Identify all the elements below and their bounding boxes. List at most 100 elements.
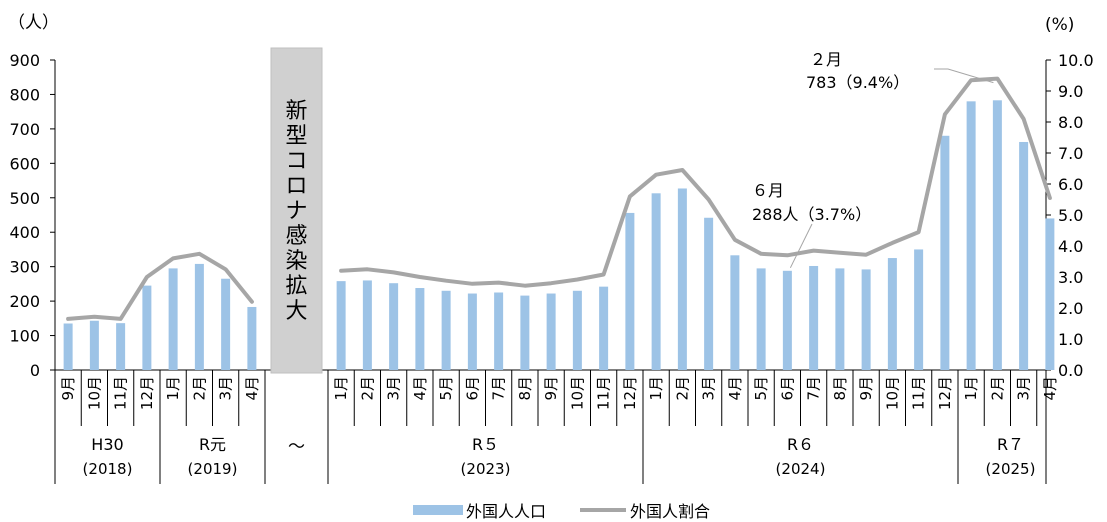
month-label: 9月 bbox=[59, 376, 77, 401]
month-label: 8月 bbox=[831, 376, 849, 401]
year-label: (2024) bbox=[776, 460, 826, 478]
population-bar bbox=[992, 100, 1002, 371]
month-label: 3月 bbox=[217, 376, 235, 401]
month-label: 1月 bbox=[164, 376, 182, 401]
left-tick-label: 0 bbox=[30, 361, 40, 380]
left-tick-label: 200 bbox=[9, 292, 40, 311]
population-bar bbox=[142, 285, 152, 370]
population-bar bbox=[914, 249, 924, 370]
right-tick-label: 8.0 bbox=[1058, 113, 1083, 132]
population-bars bbox=[63, 100, 1055, 371]
month-label: 10月 bbox=[883, 376, 901, 410]
left-tick-label: 600 bbox=[9, 154, 40, 173]
month-label: 9月 bbox=[857, 376, 875, 401]
population-bar bbox=[861, 269, 871, 370]
left-tick-label: 500 bbox=[9, 189, 40, 208]
population-bar bbox=[782, 270, 792, 370]
right-tick-label: 2.0 bbox=[1058, 299, 1083, 318]
covid-label-char: ロ bbox=[285, 174, 307, 199]
axes: （人） (%) 0 100 200 300 400 500 600 700 800 900 0.0 1.0… bbox=[8, 13, 1094, 380]
month-label: 12月 bbox=[138, 376, 156, 410]
left-axis-unit: （人） bbox=[8, 13, 59, 33]
population-bar bbox=[546, 293, 556, 370]
month-label: 1月 bbox=[647, 376, 665, 401]
month-label: 2月 bbox=[358, 376, 376, 401]
month-label: 5月 bbox=[752, 376, 770, 401]
population-bar bbox=[1019, 141, 1029, 370]
month-label: 10月 bbox=[85, 376, 103, 410]
right-tick-label: 4.0 bbox=[1058, 237, 1083, 256]
month-label: 2月 bbox=[190, 376, 208, 401]
covid-label-char: 新 bbox=[285, 99, 307, 124]
era-label: R元 bbox=[199, 435, 226, 454]
covid-label-char: コ bbox=[285, 149, 307, 174]
legend: 外国人人口 外国人割合 bbox=[413, 502, 710, 521]
annotation-leader bbox=[789, 223, 813, 269]
month-label: 3月 bbox=[700, 376, 718, 401]
population-bar bbox=[730, 255, 740, 370]
right-tick-label: 0.0 bbox=[1058, 361, 1083, 380]
era-label: R７ bbox=[997, 435, 1024, 454]
covid-label-char: ナ bbox=[285, 199, 307, 224]
gap-label: ～ bbox=[288, 437, 305, 457]
month-label: 2月 bbox=[988, 376, 1006, 401]
population-bar bbox=[63, 323, 73, 370]
month-label: 4月 bbox=[726, 376, 744, 401]
population-bar bbox=[1045, 218, 1055, 370]
left-tick-label: 800 bbox=[9, 85, 40, 104]
month-label: 11月 bbox=[595, 376, 613, 410]
right-tick-label: 1.0 bbox=[1058, 330, 1083, 349]
population-bar bbox=[221, 278, 231, 370]
legend-bar-swatch bbox=[413, 505, 463, 515]
year-label: (2023) bbox=[461, 460, 511, 478]
month-label: 3月 bbox=[1015, 376, 1033, 401]
annotation-label: ６月 bbox=[752, 181, 784, 200]
ratio-line-segment bbox=[66, 251, 254, 321]
month-label: 1月 bbox=[332, 376, 350, 401]
month-label: 4月 bbox=[1041, 376, 1059, 401]
left-tick-label: 300 bbox=[9, 258, 40, 277]
month-label: 12月 bbox=[621, 376, 639, 410]
month-label: 1月 bbox=[962, 376, 980, 401]
legend-ratio-label: 外国人割合 bbox=[630, 502, 710, 521]
month-label: 3月 bbox=[385, 376, 403, 401]
right-tick-label: 3.0 bbox=[1058, 268, 1083, 287]
population-bar bbox=[441, 290, 451, 370]
year-label: (2025) bbox=[986, 460, 1036, 478]
month-label: 2月 bbox=[673, 376, 691, 401]
population-bar bbox=[651, 193, 661, 370]
population-bar bbox=[809, 265, 819, 370]
population-bar bbox=[362, 280, 372, 370]
month-label: 10月 bbox=[568, 376, 586, 410]
covid-label-char: 染 bbox=[285, 249, 307, 274]
left-tick-label: 100 bbox=[9, 327, 40, 346]
population-bar bbox=[194, 263, 204, 370]
era-label: H30 bbox=[91, 435, 123, 454]
population-bar bbox=[677, 188, 687, 370]
right-tick-label: 6.0 bbox=[1058, 175, 1083, 194]
population-bar bbox=[247, 306, 257, 370]
covid-label-char: 感 bbox=[285, 224, 307, 249]
population-bar bbox=[835, 268, 845, 370]
population-bar bbox=[389, 283, 399, 370]
annotation-label: ２月 bbox=[810, 50, 842, 69]
population-bar bbox=[966, 101, 976, 370]
left-tick-label: 400 bbox=[9, 223, 40, 242]
covid-box-rect bbox=[270, 47, 323, 374]
month-label: 11月 bbox=[112, 376, 130, 410]
population-bar bbox=[887, 258, 897, 370]
era-label: R６ bbox=[787, 435, 814, 454]
legend-population-label: 外国人人口 bbox=[466, 502, 546, 521]
population-bar bbox=[625, 212, 635, 370]
covid-label-char: 拡 bbox=[285, 274, 307, 299]
month-label: 6月 bbox=[778, 376, 796, 401]
ratio-line bbox=[66, 76, 1052, 321]
annotation-value: 783（9.4%） bbox=[806, 73, 909, 92]
population-bar bbox=[704, 217, 714, 370]
population-bar bbox=[940, 135, 950, 370]
population-bar bbox=[467, 293, 477, 370]
right-tick-label: 5.0 bbox=[1058, 206, 1083, 225]
ratio-line-segment bbox=[339, 76, 1052, 288]
